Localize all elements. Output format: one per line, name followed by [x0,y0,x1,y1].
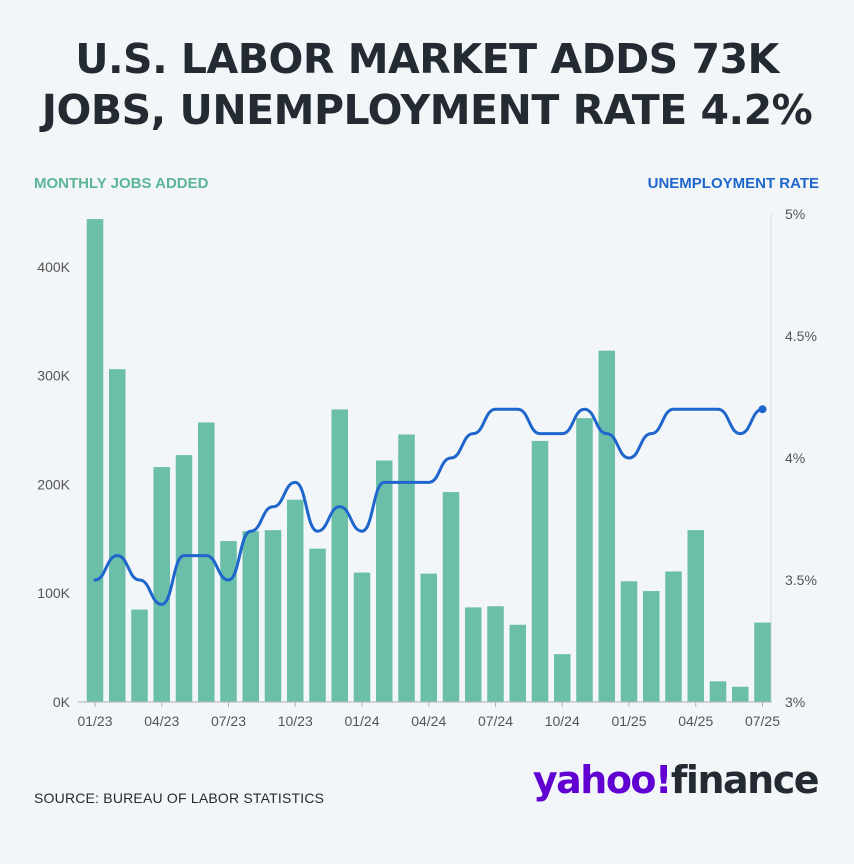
bar-04/23 [153,467,170,702]
left-tick-label: 300K [37,368,70,384]
x-tick-label: 04/23 [144,713,179,729]
bar-07/23 [220,541,237,702]
logo-mark: ! [655,758,672,802]
bar-06/23 [198,422,215,702]
source-note: SOURCE: BUREAU OF LABOR STATISTICS [34,790,325,806]
bar-02/23 [109,369,126,702]
right-tick-label: 4% [785,450,805,466]
bar-07/24 [487,606,504,702]
bar-03/24 [398,434,415,702]
bar-08/24 [509,624,526,702]
bar-09/24 [531,440,549,702]
right-tick-label: 3% [785,694,805,710]
x-tick-label: 04/24 [411,713,446,729]
unemployment-rate-line [93,407,764,606]
bar-05/24 [442,492,460,702]
bar-06/24 [465,607,482,702]
bar-01/25 [620,581,638,702]
right-tick-label: 5% [785,206,805,222]
bar-02/25 [643,591,660,702]
bar-12/24 [598,350,615,702]
right-tick-label: 3.5% [785,572,817,588]
bar-07/25 [754,622,771,702]
left-tick-label: 400K [37,259,70,275]
x-tick-label: 01/23 [77,713,112,729]
left-tick-label: 200K [37,476,70,492]
title-line-1: U.S. LABOR MARKET ADDS 73K [75,35,779,83]
bar-05/23 [175,455,193,702]
bar-03/25 [665,571,682,702]
bar-06/25 [732,686,749,702]
bar-10/23 [287,499,304,702]
bar-04/24 [420,573,437,702]
x-tick-label: 01/24 [344,713,379,729]
x-tick-label: 07/24 [478,713,513,729]
bar-09/23 [264,530,282,702]
unemployment-rate-endpoint [758,405,767,414]
bar-02/24 [376,460,393,702]
bar-05/25 [709,681,727,702]
right-tick-label: 4.5% [785,328,817,344]
chart-title: U.S. LABOR MARKET ADDS 73K JOBS, UNEMPLO… [0,34,854,136]
bar-10/24 [554,654,571,702]
bar-01/23 [86,219,104,702]
left-tick-label: 0K [53,694,71,710]
bar-03/23 [131,609,148,702]
x-tick-label: 10/23 [278,713,313,729]
logo-brand: yahoo [532,758,657,802]
x-tick-label: 07/25 [745,713,780,729]
x-tick-label: 10/24 [545,713,580,729]
bar-11/23 [309,548,326,702]
left-axis-series-label: MONTHLY JOBS ADDED [34,175,209,192]
title-line-2: JOBS, UNEMPLOYMENT RATE 4.2% [41,86,813,134]
bar-12/23 [331,409,348,702]
x-tick-label: 01/25 [611,713,646,729]
left-tick-label: 100K [37,585,70,601]
logo-product: finance [670,758,820,802]
right-axis-series-label: UNEMPLOYMENT RATE [647,175,819,192]
bar-11/24 [576,418,593,702]
x-tick-label: 04/25 [678,713,713,729]
yahoo-finance-logo: yahoo!finance [532,758,820,802]
bar-08/23 [242,531,259,702]
bar-01/24 [353,572,371,702]
x-tick-label: 07/23 [211,713,246,729]
bar-04/25 [687,530,704,702]
